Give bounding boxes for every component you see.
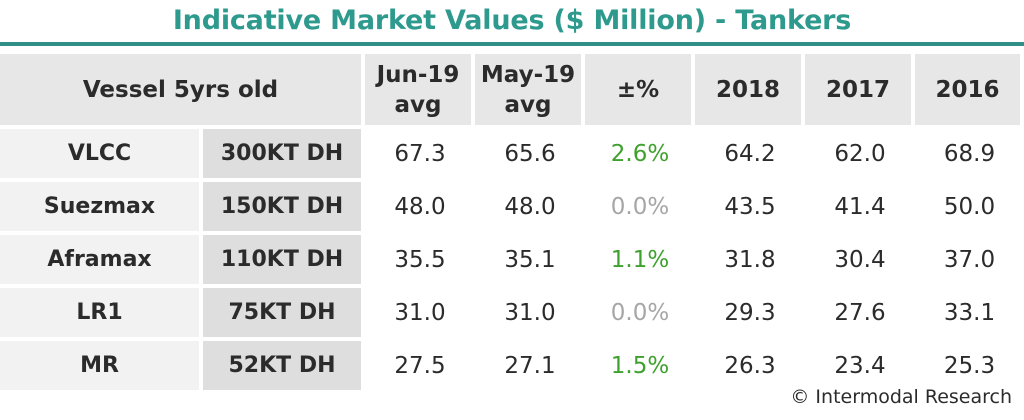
- header-2017: 2017: [805, 54, 915, 125]
- row-suezmax-2016: 50.0: [915, 182, 1024, 231]
- header-jun-19-line1: Jun-19: [376, 61, 460, 88]
- source-credit: © Intermodal Research: [790, 386, 1012, 408]
- row-vlcc-may: 65.6: [475, 129, 585, 178]
- row-suezmax-size: 150KT DH: [203, 182, 365, 231]
- row-aframax-change: 1.1%: [585, 235, 695, 284]
- row-mr-2017: 23.4: [805, 341, 915, 390]
- row-mr-jun: 27.5: [365, 341, 475, 390]
- row-mr-size: 52KT DH: [203, 341, 365, 390]
- row-suezmax-2018: 43.5: [695, 182, 805, 231]
- row-aframax-jun: 35.5: [365, 235, 475, 284]
- row-lr1-jun: 31.0: [365, 288, 475, 337]
- market-values-table: Vessel 5yrs old Jun-19 avg May-19 avg ±%…: [0, 54, 1024, 390]
- row-mr-2018: 26.3: [695, 341, 805, 390]
- row-mr-name: MR: [0, 341, 203, 390]
- row-lr1-2018: 29.3: [695, 288, 805, 337]
- row-aframax-name: Aframax: [0, 235, 203, 284]
- header-2018: 2018: [695, 54, 805, 125]
- row-aframax-2016: 37.0: [915, 235, 1024, 284]
- row-suezmax-2017: 41.4: [805, 182, 915, 231]
- title-underline: [0, 42, 1024, 46]
- row-lr1-2016: 33.1: [915, 288, 1024, 337]
- row-lr1-2017: 27.6: [805, 288, 915, 337]
- header-change: ±%: [585, 54, 695, 125]
- row-lr1-name: LR1: [0, 288, 203, 337]
- row-lr1-change: 0.0%: [585, 288, 695, 337]
- row-vlcc-2016: 68.9: [915, 129, 1024, 178]
- row-suezmax-change: 0.0%: [585, 182, 695, 231]
- row-aframax-2017: 30.4: [805, 235, 915, 284]
- header-2016: 2016: [915, 54, 1024, 125]
- row-suezmax-may: 48.0: [475, 182, 585, 231]
- row-mr-change: 1.5%: [585, 341, 695, 390]
- row-vlcc-jun: 67.3: [365, 129, 475, 178]
- row-vlcc-name: VLCC: [0, 129, 203, 178]
- row-suezmax-name: Suezmax: [0, 182, 203, 231]
- header-may-19-avg: May-19 avg: [475, 54, 585, 125]
- header-jun-19-avg: Jun-19 avg: [365, 54, 475, 125]
- row-aframax-size: 110KT DH: [203, 235, 365, 284]
- row-lr1-size: 75KT DH: [203, 288, 365, 337]
- row-aframax-may: 35.1: [475, 235, 585, 284]
- row-vlcc-2018: 64.2: [695, 129, 805, 178]
- header-may-19-line2: avg: [504, 91, 552, 118]
- row-vlcc-size: 300KT DH: [203, 129, 365, 178]
- row-vlcc-2017: 62.0: [805, 129, 915, 178]
- row-mr-may: 27.1: [475, 341, 585, 390]
- table-title: Indicative Market Values ($ Million) - T…: [172, 5, 852, 36]
- row-vlcc-change: 2.6%: [585, 129, 695, 178]
- row-aframax-2018: 31.8: [695, 235, 805, 284]
- row-suezmax-jun: 48.0: [365, 182, 475, 231]
- row-lr1-may: 31.0: [475, 288, 585, 337]
- header-may-19-line1: May-19: [480, 61, 576, 88]
- row-mr-2016: 25.3: [915, 341, 1024, 390]
- header-vessel: Vessel 5yrs old: [0, 54, 365, 125]
- header-jun-19-line2: avg: [394, 91, 442, 118]
